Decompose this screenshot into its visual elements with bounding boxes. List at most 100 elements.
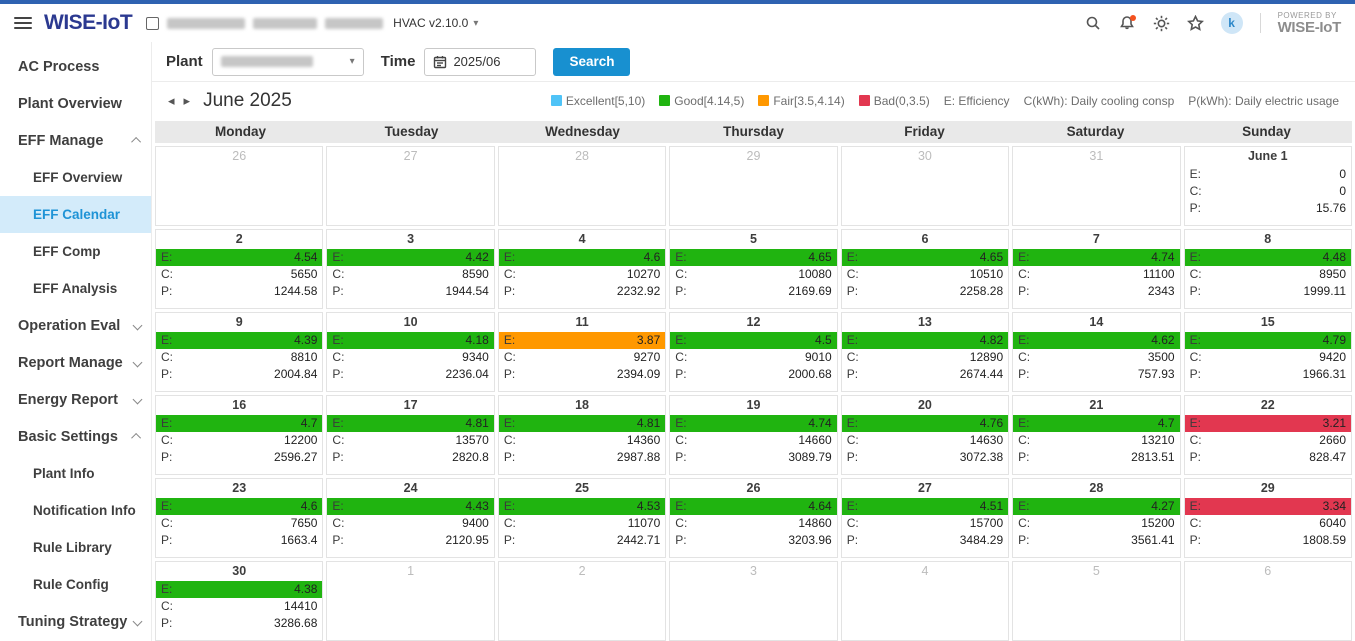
metric-label: P:: [1189, 201, 1201, 215]
favorite-star-icon[interactable]: [1186, 14, 1204, 32]
metric-value: 3500: [1147, 350, 1175, 364]
metric-label: P:: [332, 450, 344, 464]
calendar-day-cell[interactable]: 2: [497, 561, 667, 641]
day-number: June 1: [1247, 149, 1288, 163]
menu-icon[interactable]: [14, 17, 32, 29]
calendar-day-cell[interactable]: June 1 E: 0 C: 0 P: 15.76: [1183, 146, 1352, 226]
metric-label: P:: [675, 367, 687, 381]
calendar-day-cell[interactable]: 1: [326, 561, 495, 641]
sidebar-item-energy-report[interactable]: Energy Report: [0, 381, 151, 418]
calendar-day-cell[interactable]: 27 E: 4.51 C: 15700 P: 3484.29: [840, 478, 1010, 558]
sidebar-item-label: Report Manage: [18, 354, 123, 371]
calendar-day-cell[interactable]: 28 E: 4.27 C: 15200 P: 3561.41: [1012, 478, 1181, 558]
sidebar-item-basic-settings[interactable]: Basic Settings: [0, 418, 151, 455]
sidebar-item-notification-info[interactable]: Notification Info: [0, 492, 151, 529]
calendar-day-cell[interactable]: 31: [1012, 146, 1181, 226]
calendar-day-cell[interactable]: 28: [497, 146, 667, 226]
calendar-day-cell[interactable]: 18 E: 4.81 C: 14360 P: 2987.88: [497, 395, 667, 475]
metric-row: C: 15700: [842, 515, 1008, 532]
calendar-day-cell[interactable]: 5 E: 4.65 C: 10080 P: 2169.69: [669, 229, 838, 309]
calendar-day-cell[interactable]: 3 E: 4.42 C: 8590 P: 1944.54: [326, 229, 495, 309]
search-button[interactable]: Search: [553, 47, 631, 76]
calendar-day-cell[interactable]: 22 E: 3.21 C: 2660 P: 828.47: [1183, 395, 1352, 475]
calendar-day-cell[interactable]: 8 E: 4.48 C: 8950 P: 1999.11: [1183, 229, 1352, 309]
calendar-day-cell[interactable]: 12 E: 4.5 C: 9010 P: 2000.68: [669, 312, 838, 392]
day-number: 3: [407, 232, 415, 246]
chevron-up-icon: [131, 136, 142, 147]
calendar-day-cell[interactable]: 24 E: 4.43 C: 9400 P: 2120.95: [326, 478, 495, 558]
metric-row: P: 2236.04: [327, 366, 493, 383]
time-value: 2025/06: [453, 54, 501, 69]
sidebar-item-eff-analysis[interactable]: EFF Analysis: [0, 270, 151, 307]
day-header-thursday: Thursday: [723, 124, 784, 139]
calendar-day-cell[interactable]: 6 E: 4.65 C: 10510 P: 2258.28: [840, 229, 1010, 309]
next-month-arrow[interactable]: ▸: [183, 93, 191, 108]
metric-label: P:: [846, 367, 859, 381]
calendar-day-cell[interactable]: 13 E: 4.82 C: 12890 P: 2674.44: [840, 312, 1010, 392]
calendar-day-cell[interactable]: 29: [669, 146, 838, 226]
calendar-day-cell[interactable]: 2 E: 4.54 C: 5650 P: 1244.58: [155, 229, 324, 309]
calendar-day-cell[interactable]: 29 E: 3.34 C: 6040 P: 1808.59: [1183, 478, 1352, 558]
sidebar-item-eff-overview[interactable]: EFF Overview: [0, 159, 151, 196]
calendar-day-cell[interactable]: 17 E: 4.81 C: 13570 P: 2820.8: [326, 395, 495, 475]
calendar-day-cell[interactable]: 3: [669, 561, 838, 641]
day-number: 13: [917, 315, 932, 329]
calendar-day-cell[interactable]: 19 E: 4.74 C: 14660 P: 3089.79: [669, 395, 838, 475]
calendar-day-cell[interactable]: 10 E: 4.18 C: 9340 P: 2236.04: [326, 312, 495, 392]
search-icon[interactable]: [1085, 15, 1102, 32]
sidebar-item-eff-comp[interactable]: EFF Comp: [0, 233, 151, 270]
calendar-day-cell[interactable]: 4: [840, 561, 1010, 641]
calendar-day-cell[interactable]: 6: [1183, 561, 1352, 641]
calendar-day-cell[interactable]: 21 E: 4.7 C: 13210 P: 2813.51: [1012, 395, 1181, 475]
day-number: 6: [921, 232, 929, 246]
calendar-day-cell[interactable]: 23 E: 4.6 C: 7650 P: 1663.4: [155, 478, 324, 558]
calendar-day-cell[interactable]: 30 E: 4.38 C: 14410 P: 3286.68: [155, 561, 324, 641]
calendar-day-cell[interactable]: 7 E: 4.74 C: 11100 P: 2343: [1012, 229, 1181, 309]
settings-icon[interactable]: [1153, 15, 1170, 32]
sidebar-item-tuning-strategy[interactable]: Tuning Strategy: [0, 603, 151, 640]
sidebar-item-rule-library[interactable]: Rule Library: [0, 529, 151, 566]
metric-value: 4.43: [465, 499, 489, 513]
time-input[interactable]: 2025/06: [424, 47, 537, 76]
calendar-day-cell[interactable]: 20 E: 4.76 C: 14630 P: 3072.38: [840, 395, 1010, 475]
sidebar-item-label: Notification Info: [33, 503, 136, 518]
sidebar-item-eff-calendar[interactable]: EFF Calendar: [0, 196, 151, 233]
day-number: 5: [750, 232, 757, 246]
metric-row: P: 2120.95: [327, 532, 493, 549]
day-number: 14: [1089, 315, 1104, 329]
sidebar-item-plant-overview[interactable]: Plant Overview: [0, 85, 151, 122]
calendar-day-cell[interactable]: 27: [326, 146, 495, 226]
metric-value: 2236.04: [445, 367, 489, 381]
chevron-down-icon[interactable]: ▾: [473, 17, 479, 29]
sidebar-item-eff-manage[interactable]: EFF Manage: [0, 122, 151, 159]
metric-row: E: 4.6: [498, 249, 666, 266]
calendar-day-cell[interactable]: 26: [155, 146, 324, 226]
metric-value: 2394.09: [616, 367, 661, 381]
day-number: 23: [232, 481, 247, 495]
calendar-day-cell[interactable]: 11 E: 3.87 C: 9270 P: 2394.09: [497, 312, 667, 392]
prev-month-arrow[interactable]: ◂: [168, 93, 175, 108]
redacted-site-name: [325, 17, 384, 29]
plant-select[interactable]: ▾: [211, 47, 364, 76]
sidebar-item-ac-process[interactable]: AC Process: [0, 48, 151, 85]
calendar-day-cell[interactable]: 16 E: 4.7 C: 12200 P: 2596.27: [155, 395, 324, 475]
calendar-day-cell[interactable]: 14 E: 4.62 C: 3500 P: 757.93: [1012, 312, 1181, 392]
calendar-day-cell[interactable]: 26 E: 4.64 C: 14860 P: 3203.96: [669, 478, 838, 558]
sidebar-item-operation-eval[interactable]: Operation Eval: [0, 307, 151, 344]
sidebar-item-rule-config[interactable]: Rule Config: [0, 566, 151, 603]
metric-label: E:: [675, 416, 687, 430]
metric-row: E: 4.27: [1013, 498, 1180, 515]
sidebar-item-plant-info[interactable]: Plant Info: [0, 455, 151, 492]
sidebar-item-report-manage[interactable]: Report Manage: [0, 344, 151, 381]
metric-label: E:: [161, 416, 173, 430]
calendar-day-cell[interactable]: 25 E: 4.53 C: 11070 P: 2442.71: [497, 478, 667, 558]
calendar-day-cell[interactable]: 5: [1012, 561, 1181, 641]
user-avatar[interactable]: k: [1220, 12, 1243, 34]
month-title: June 2025: [203, 89, 292, 111]
calendar-day-cell[interactable]: 30: [840, 146, 1010, 226]
calendar-day-cell[interactable]: 15 E: 4.79 C: 9420 P: 1966.31: [1183, 312, 1352, 392]
notifications-bell-icon[interactable]: [1119, 14, 1136, 32]
calendar-day-cell[interactable]: 4 E: 4.6 C: 10270 P: 2232.92: [497, 229, 667, 309]
metric-row: P: 2442.71: [499, 532, 665, 549]
calendar-day-cell[interactable]: 9 E: 4.39 C: 8810 P: 2004.84: [155, 312, 324, 392]
